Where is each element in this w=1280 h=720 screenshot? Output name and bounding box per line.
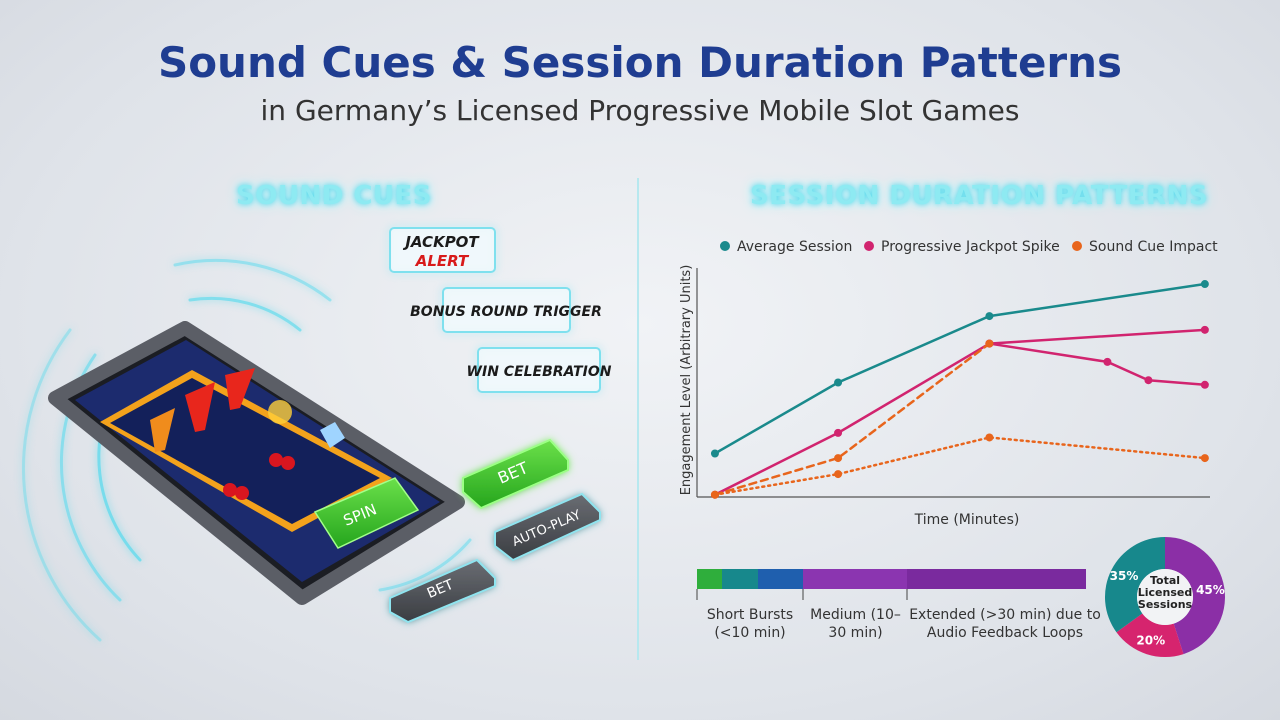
callout-text: ALERT	[415, 252, 470, 270]
donut-label: 35%	[1110, 569, 1139, 583]
marker	[710, 490, 719, 499]
phone	[48, 321, 465, 605]
legend-label: Progressive Jackpot Spike	[881, 239, 1060, 255]
legend-swatch	[864, 241, 874, 251]
line	[713, 342, 991, 496]
donut-slice	[1116, 613, 1184, 658]
line	[713, 436, 1207, 496]
callout-text: WIN CELEBRATION	[467, 364, 612, 380]
segment-label: Medium (10–30 min)	[810, 607, 901, 641]
line	[988, 342, 1207, 387]
donut-hole	[1137, 569, 1193, 625]
legend-swatch	[720, 241, 730, 251]
marker	[1144, 376, 1153, 385]
donut-label: 20%	[1136, 634, 1165, 648]
subtitle: in Germany’s Licensed Progressive Mobile…	[260, 94, 1020, 127]
game-buttons	[389, 438, 601, 624]
legend-swatch	[1072, 241, 1082, 251]
marker	[834, 470, 843, 479]
marker	[1200, 380, 1209, 389]
segment-label: Extended (>30 min) due to Audio Feedback…	[909, 607, 1101, 641]
marker	[985, 312, 994, 321]
callout-text: JACKPOT	[402, 233, 480, 251]
legend-label: Sound Cue Impact	[1089, 239, 1218, 255]
section-heading: SESSION DURATION PATTERNS	[750, 181, 1209, 211]
title: Sound Cues & Session Duration Patterns	[157, 38, 1123, 87]
marker	[985, 339, 994, 348]
section-heading: SOUND CUES	[236, 181, 433, 211]
callout-boxes	[389, 227, 601, 393]
y-axis-label: Engagement Level (Arbitrary Units)	[679, 265, 694, 496]
callout-text: BONUS ROUND TRIGGER	[410, 304, 602, 320]
segment-label: Short Bursts (<10 min)	[706, 607, 794, 641]
marker	[1200, 280, 1209, 289]
marker	[834, 428, 843, 437]
marker	[1103, 357, 1112, 366]
donut-label: 45%	[1196, 583, 1225, 597]
line	[713, 328, 1207, 496]
marker	[1200, 325, 1209, 334]
marker	[1200, 454, 1209, 463]
donut-center-label: Total Licensed Sessions	[1137, 574, 1193, 611]
line	[713, 282, 1207, 455]
marker	[985, 433, 994, 442]
legend-label: Average Session	[737, 239, 852, 255]
marker	[834, 378, 843, 387]
donut-slice	[1165, 537, 1226, 655]
duration-bar	[696, 569, 1086, 600]
marker	[834, 454, 843, 463]
marker	[710, 449, 719, 458]
donut-slice	[1105, 537, 1165, 633]
x-axis-label: Time (Minutes)	[914, 512, 1020, 528]
